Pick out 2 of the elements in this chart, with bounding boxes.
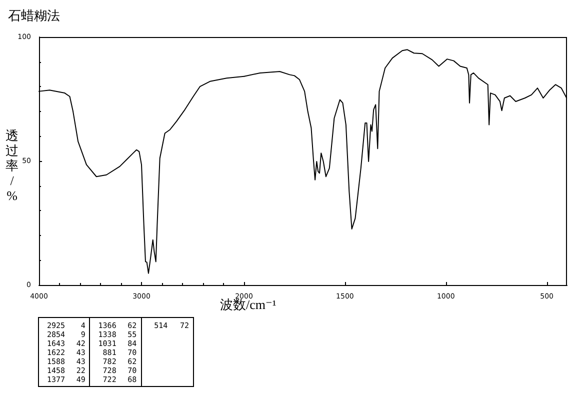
y-axis-title: 透过率/% — [4, 128, 20, 203]
chart-title: 石蜡糊法 — [8, 7, 60, 25]
